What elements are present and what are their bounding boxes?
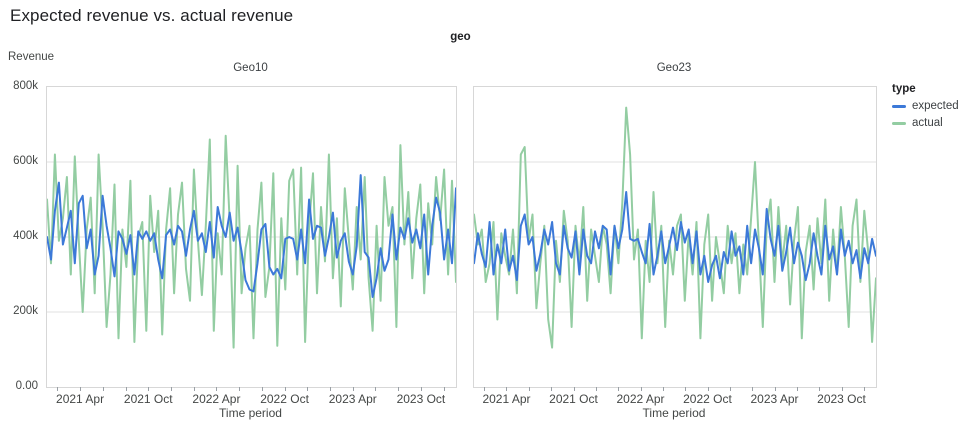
line-chart-geo23[interactable]	[474, 87, 876, 387]
x-tick-label: 2022 Apr	[616, 392, 665, 406]
x-tick-label: 2023 Oct	[817, 392, 866, 406]
y-tick-label: 400k	[13, 230, 38, 242]
actual-line-swatch-icon	[892, 121, 906, 125]
y-axis-title: Revenue	[8, 51, 55, 63]
y-tick-label: 0.00	[15, 380, 38, 392]
facet-title-geo23: Geo23	[656, 62, 692, 74]
x-tick-label: 2021 Oct	[549, 392, 598, 406]
legend-item-expected: expected	[892, 100, 958, 112]
x-tick-label: 2023 Apr	[328, 392, 377, 406]
x-tick-label: 2022 Oct	[260, 392, 309, 406]
legend-item-actual: actual	[892, 117, 958, 129]
y-tick-label: 200k	[13, 305, 38, 317]
legend-title: type	[892, 83, 916, 95]
line-chart-geo10[interactable]	[47, 87, 456, 387]
x-tick-label: 2022 Oct	[683, 392, 732, 406]
plot-panel-geo23[interactable]	[473, 86, 877, 388]
x-tick-marks-geo23	[473, 387, 875, 392]
x-tick-label: 2023 Oct	[396, 392, 446, 406]
legend: type expected actual	[892, 83, 958, 134]
x-axis-title-geo23: Time period	[642, 406, 706, 420]
x-axis-title-geo10: Time period	[219, 406, 282, 420]
legend-item-label: actual	[912, 117, 943, 129]
expected-line-swatch-icon	[892, 104, 906, 108]
x-tick-label: 2022 Apr	[192, 392, 241, 406]
chart-title: Expected revenue vs. actual revenue	[10, 6, 294, 25]
y-tick-label: 600k	[13, 155, 38, 167]
facet-field-label: geo	[450, 31, 471, 43]
legend-item-label: expected	[912, 100, 958, 112]
x-tick-marks-geo10	[46, 387, 455, 392]
x-tick-labels-geo23: 2021 Apr 2021 Oct 2022 Apr 2022 Oct 2023…	[473, 392, 875, 406]
y-tick-label: 800k	[13, 80, 38, 92]
x-tick-label: 2021 Apr	[482, 392, 531, 406]
x-tick-label: 2021 Apr	[56, 392, 105, 406]
x-tick-label: 2021 Oct	[123, 392, 173, 406]
facet-title-geo10: Geo10	[233, 62, 268, 74]
x-tick-label: 2023 Apr	[750, 392, 799, 406]
plot-panel-geo10[interactable]	[46, 86, 457, 388]
x-tick-labels-geo10: 2021 Apr 2021 Oct 2022 Apr 2022 Oct 2023…	[46, 392, 455, 406]
